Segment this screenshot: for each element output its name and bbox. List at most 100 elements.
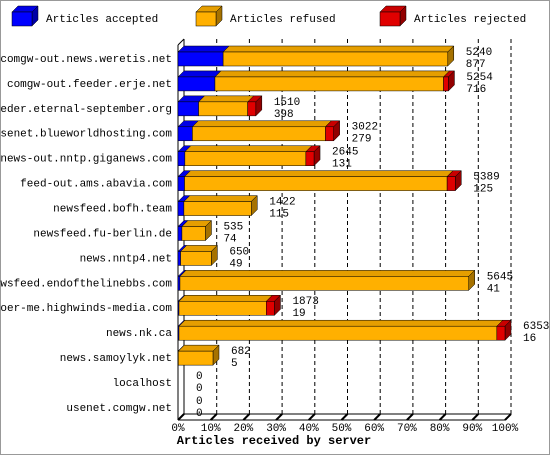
- x-tick-label: 50%: [332, 423, 352, 435]
- x-tick-label: 60%: [364, 423, 384, 435]
- tick-mark: [209, 413, 218, 421]
- bar: [177, 101, 199, 117]
- x-tick-label: 10%: [201, 423, 221, 435]
- bar-shade: [178, 170, 191, 177]
- bar: [443, 76, 449, 92]
- bar-accepted-label: 49: [229, 258, 242, 270]
- bar-accepted-label: 5: [231, 358, 238, 370]
- bar-shade: [505, 320, 511, 341]
- bar-total-label: 650: [229, 246, 249, 258]
- bar-shade: [178, 95, 205, 102]
- bar-accepted-label: 41: [487, 283, 501, 295]
- bar-total-label: 1422: [269, 196, 295, 208]
- bar-shade: [214, 70, 450, 77]
- tick-mark: [438, 413, 447, 421]
- bar-shade: [178, 320, 503, 327]
- y-tick-label: newsfeed.endofthelinebbs.com: [0, 278, 172, 290]
- tick-mark: [340, 413, 349, 421]
- bar-shade: [198, 95, 254, 102]
- axis-line: [177, 38, 185, 46]
- x-tick-label: 30%: [266, 423, 286, 435]
- bar: [184, 176, 448, 191]
- x-tick-label: 20%: [233, 423, 253, 435]
- bar-shade: [178, 245, 187, 252]
- bar: [177, 126, 193, 142]
- y-tick-label: news.nntp4.net: [80, 253, 172, 265]
- bar-total-label: 682: [231, 346, 251, 358]
- y-tick-label: news-out.nntp.giganews.com: [0, 154, 172, 166]
- bar-accepted-label: 398: [274, 109, 294, 121]
- bar-shade: [196, 6, 222, 12]
- y-tick-label: localhost: [113, 378, 172, 390]
- bar-shade: [181, 220, 212, 227]
- bar: [247, 101, 257, 117]
- y-tick-label: news.nk.ca: [106, 328, 172, 340]
- bar-shade: [314, 145, 321, 166]
- bar-total-label: 5389: [473, 172, 499, 184]
- tick-mark: [471, 413, 480, 421]
- y-tick-label: comgw-out.feeder.erje.net: [7, 79, 172, 91]
- bar-shade: [247, 95, 262, 102]
- bar-accepted-label: 19: [292, 308, 305, 320]
- bar-accepted-label: 74: [223, 233, 237, 245]
- bar: [177, 151, 186, 166]
- x-tick-label: 70%: [397, 423, 417, 435]
- bar: [181, 226, 206, 241]
- bar-accepted-label: 0: [196, 383, 203, 395]
- bar-total-label: 3022: [352, 122, 378, 134]
- tick-mark: [373, 413, 381, 421]
- bar: [198, 101, 248, 117]
- bar-total-label: 1873: [292, 296, 318, 308]
- bar-accepted-label: 716: [466, 84, 486, 96]
- bar-shade: [443, 70, 455, 77]
- bar-accepted-label: 131: [332, 159, 352, 171]
- bar: [177, 251, 181, 266]
- x-tick-label: 40%: [299, 423, 319, 435]
- bar: [192, 126, 326, 142]
- bar-shade: [455, 170, 462, 191]
- legend-swatch: [379, 11, 401, 27]
- bar-shade: [178, 295, 273, 302]
- legend-label: Articles accepted: [46, 14, 158, 26]
- bar-accepted-label: 125: [473, 184, 493, 196]
- legend-label: Articles rejected: [414, 14, 526, 26]
- bar: [177, 226, 183, 241]
- bar: [180, 251, 212, 266]
- bar: [177, 76, 216, 92]
- bar: [177, 276, 181, 291]
- bar: [179, 276, 469, 291]
- bar-shade: [266, 295, 281, 302]
- bar-shade: [178, 145, 191, 152]
- bar: [222, 51, 449, 67]
- bar-shade: [223, 46, 454, 52]
- y-tick-label: news.samoylyk.net: [60, 353, 172, 365]
- bar-shade: [447, 170, 462, 177]
- tick-mark: [504, 413, 512, 421]
- bar-shade: [255, 95, 262, 116]
- y-tick-label: comgw-out.news.weretis.net: [0, 54, 172, 66]
- bar-total-label: 535: [223, 221, 243, 233]
- bar-total-label: 1510: [274, 97, 300, 109]
- bar: [178, 325, 498, 341]
- bar-shade: [448, 70, 455, 91]
- bar: [325, 126, 334, 142]
- bar-shade: [178, 220, 188, 227]
- bar-shade: [305, 145, 321, 152]
- bar-shade: [178, 120, 199, 127]
- bar-accepted-label: 877: [466, 59, 486, 71]
- bar-shade: [496, 320, 511, 327]
- bar-shade: [325, 120, 340, 127]
- tick-mark: [308, 413, 316, 421]
- bar-shade: [178, 70, 221, 77]
- bar-shade: [178, 270, 186, 277]
- bar-total-label: 0: [196, 371, 203, 383]
- bar-accepted-label: 279: [352, 134, 372, 146]
- x-axis-label: Articles received by server: [177, 434, 371, 448]
- y-tick-label: newsfeed.bofh.team: [53, 203, 172, 215]
- bar-shade: [179, 270, 475, 277]
- legend-swatch: [195, 11, 217, 27]
- bar-shade: [333, 120, 340, 141]
- bar-shade: [178, 345, 219, 352]
- bar-accepted-label: 115: [269, 208, 289, 220]
- bar-shade: [184, 145, 312, 152]
